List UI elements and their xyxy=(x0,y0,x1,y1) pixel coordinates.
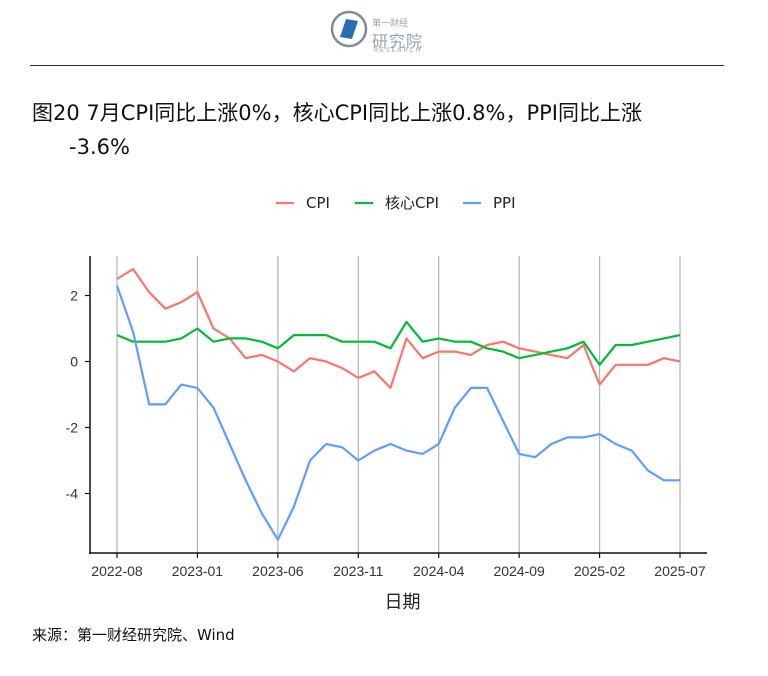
x-tick-label: 2024-04 xyxy=(413,563,465,579)
series-line-3 xyxy=(115,285,680,541)
series-line-2 xyxy=(116,320,681,366)
y-tick-label: -2 xyxy=(66,420,79,436)
x-tick-label: 2024-09 xyxy=(493,563,545,579)
logo-en-text: RESEARCH xyxy=(374,47,423,54)
x-axis-label: 日期 xyxy=(385,592,421,613)
logo-cn-text: 研究院 xyxy=(372,32,424,51)
x-tick-label: 2022-08 xyxy=(91,563,143,579)
chart-title: 图20 7月CPI同比上涨0%，核心CPI同比上涨0.8%，PPI同比上涨 -3… xyxy=(32,96,722,164)
y-tick-label: -4 xyxy=(66,486,79,502)
x-tick-label: 2025-02 xyxy=(574,563,626,579)
logo: 第一财经 研究院 RESEARCH xyxy=(330,10,440,54)
y-tick-label: 2 xyxy=(70,288,78,304)
legend-label-2: 核心CPI xyxy=(385,194,439,212)
series-line-1 xyxy=(116,268,681,389)
legend-label-1: CPI xyxy=(306,194,330,212)
chart-title-line1: 图20 7月CPI同比上涨0%，核心CPI同比上涨0.8%，PPI同比上涨 xyxy=(32,101,642,125)
source-note: 来源：第一财经研究院、Wind xyxy=(32,626,235,644)
line-chart: 2 0 -2 -4 2022-08 2023-01 2023-06 2023-11 2024-0… xyxy=(66,194,707,613)
x-tick-label: 2023-06 xyxy=(252,563,304,579)
y-tick-label: 0 xyxy=(70,354,78,370)
x-tick-label: 2023-01 xyxy=(172,563,224,579)
logo-mark-icon xyxy=(330,10,368,48)
legend-label-3: PPI xyxy=(493,194,516,212)
chart-title-line2: -3.6% xyxy=(69,135,130,159)
logo-small-text: 第一财经 xyxy=(372,19,409,29)
x-tick-label: 2025-07 xyxy=(654,563,706,579)
x-tick-label: 2023-11 xyxy=(333,563,384,579)
header-divider xyxy=(30,65,724,66)
